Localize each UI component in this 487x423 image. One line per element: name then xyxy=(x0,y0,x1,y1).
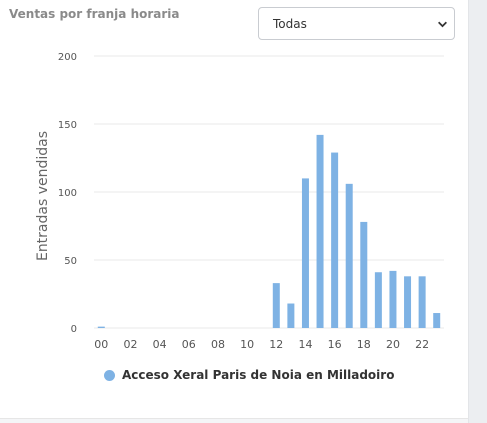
x-tick-label: 14 xyxy=(298,338,312,351)
x-tick-label: 22 xyxy=(415,338,429,351)
sales-by-hour-widget: Ventas por franja horaria Todas 0 50 100 15… xyxy=(0,0,468,419)
y-axis-label: Entradas vendidas xyxy=(35,131,51,261)
x-tick-label: 10 xyxy=(240,338,254,351)
x-tick-label: 08 xyxy=(211,338,225,351)
y-tick-label: 50 xyxy=(64,256,77,267)
bar-18 xyxy=(360,221,368,328)
y-tick-label: 0 xyxy=(71,324,77,335)
bar-22 xyxy=(418,276,426,328)
filter-select[interactable]: Todas xyxy=(258,7,455,40)
filter-selected-value: Todas xyxy=(273,17,307,31)
bar-21 xyxy=(404,276,412,328)
widget-title: Ventas por franja horaria xyxy=(9,7,180,21)
bar-17 xyxy=(345,183,353,328)
x-tick-label: 02 xyxy=(123,338,137,351)
legend-label: Acceso Xeral Paris de Noia en Milladoiro xyxy=(122,368,395,382)
x-tick-label: 18 xyxy=(357,338,371,351)
bar-12 xyxy=(272,283,280,328)
bar-16 xyxy=(331,152,339,328)
bar-chart: 0 50 100 150 200 Entradas vendidas 00 02 04 06 08 1… xyxy=(35,52,444,351)
x-tick-label: 12 xyxy=(269,338,283,351)
y-tick-label: 100 xyxy=(58,188,77,199)
bar-15 xyxy=(316,134,324,328)
bar-23 xyxy=(433,313,441,328)
x-tick-label: 16 xyxy=(328,338,342,351)
page-scrollbar[interactable] xyxy=(468,0,487,423)
bar-19 xyxy=(374,272,382,328)
bar-20 xyxy=(389,270,397,328)
bar-14 xyxy=(301,178,309,328)
x-tick-label: 00 xyxy=(94,338,108,351)
y-tick-label: 150 xyxy=(58,120,77,131)
bar-00 xyxy=(97,326,105,328)
legend-swatch xyxy=(104,370,115,381)
bar-13 xyxy=(287,303,295,328)
y-tick-label: 200 xyxy=(58,52,77,63)
x-tick-label: 04 xyxy=(153,338,167,351)
x-tick-label: 20 xyxy=(386,338,400,351)
x-tick-label: 06 xyxy=(182,338,196,351)
chevron-down-icon xyxy=(438,21,447,28)
